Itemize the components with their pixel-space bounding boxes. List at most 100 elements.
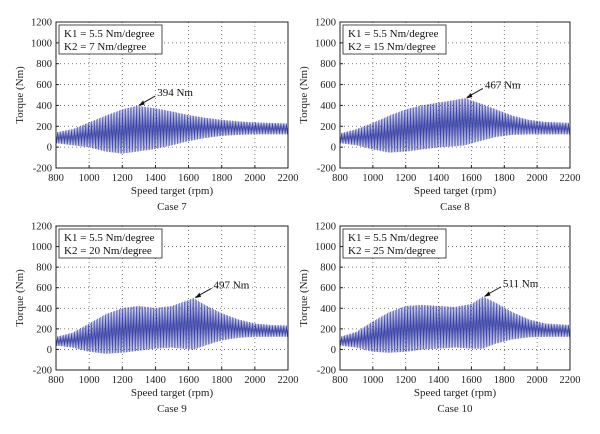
x-tick-label: 1600 (178, 375, 199, 386)
legend-text: K2 = 20 Nm/degree (64, 245, 152, 257)
x-tick-label: 1000 (79, 375, 100, 386)
series-line (55, 105, 289, 154)
y-tick-label: 600 (36, 80, 52, 91)
peak-arrowhead (483, 291, 491, 297)
y-tick-label: 1000 (315, 242, 336, 253)
x-tick-label: 1200 (395, 375, 416, 386)
x-tick-label: 1200 (112, 375, 133, 386)
y-tick-label: 0 (331, 345, 336, 356)
x-tick-label: 2200 (278, 173, 299, 184)
x-axis-label: Speed target (rpm) (414, 387, 497, 399)
plot-frame (55, 21, 289, 169)
y-tick-label: 1200 (315, 18, 336, 29)
panel-1: 800 1000 1200 1400 1600 1800 2000 2200 -200 0 200 4… (14, 18, 299, 214)
x-tick-label: 1000 (362, 375, 383, 386)
x-tick-label: 2000 (527, 375, 548, 386)
y-tick-label: 1200 (31, 222, 52, 233)
x-tick-label: 800 (48, 375, 64, 386)
plot-frame (339, 21, 571, 169)
y-tick-label: 200 (320, 122, 336, 133)
y-tick-label: 400 (36, 101, 52, 112)
y-tick-label: 0 (47, 143, 52, 154)
y-tick-label: -200 (33, 164, 52, 175)
x-tick-label: 2200 (560, 375, 581, 386)
y-tick-label: 0 (47, 345, 52, 356)
panel-2: 800 1000 1200 1400 1600 1800 2000 2200 -200 0 200 4… (298, 18, 581, 214)
case-label: Case 7 (157, 201, 187, 213)
y-tick-label: 800 (36, 59, 52, 70)
legend-text: K2 = 7 Nm/degree (64, 41, 146, 53)
y-tick-label: 400 (320, 101, 336, 112)
x-tick-label: 2000 (527, 173, 548, 184)
x-tick-label: 1000 (79, 173, 100, 184)
y-tick-label: -200 (317, 366, 336, 377)
y-tick-label: 1000 (315, 38, 336, 49)
case-label: Case 10 (437, 403, 473, 415)
y-tick-label: 200 (320, 324, 336, 335)
peak-label: 467 Nm (485, 79, 521, 91)
case-label: Case 8 (440, 201, 470, 213)
x-tick-label: 2200 (560, 173, 581, 184)
x-axis-label: Speed target (rpm) (414, 185, 497, 197)
legend-box (58, 228, 163, 259)
y-tick-label: -200 (317, 164, 336, 175)
legend-text: K1 = 5.5 Nm/degree (64, 232, 155, 244)
legend-box (342, 24, 447, 55)
x-tick-label: 1400 (428, 173, 449, 184)
y-tick-label: 800 (36, 263, 52, 274)
peak-arrowhead (138, 100, 145, 107)
y-tick-label: 600 (320, 283, 336, 294)
x-tick-label: 1200 (395, 173, 416, 184)
x-tick-label: 2200 (278, 375, 299, 386)
legend-text: K2 = 15 Nm/degree (348, 41, 436, 53)
x-tick-label: 800 (332, 375, 348, 386)
x-tick-label: 1600 (461, 375, 482, 386)
legend-box (58, 24, 163, 55)
x-tick-label: 1400 (145, 375, 166, 386)
x-tick-label: 1400 (428, 375, 449, 386)
x-tick-label: 1400 (145, 173, 166, 184)
x-tick-label: 1800 (211, 173, 232, 184)
y-tick-label: 1200 (315, 222, 336, 233)
peak-label: 394 Nm (157, 87, 193, 99)
legend-text: K1 = 5.5 Nm/degree (64, 28, 155, 40)
y-axis-label: Torque (Nm) (14, 66, 26, 124)
x-tick-label: 800 (332, 173, 348, 184)
panel-3: 800 1000 1200 1400 1600 1800 2000 2200 -200 0 200 4… (14, 222, 299, 416)
case-label: Case 9 (157, 403, 187, 415)
series-line (339, 98, 571, 153)
panel-4: 800 1000 1200 1400 1600 1800 2000 2200 -200 0 200 4… (298, 222, 581, 416)
x-tick-label: 2000 (244, 173, 265, 184)
series-line (55, 298, 289, 354)
y-axis-label: Torque (Nm) (298, 269, 310, 327)
y-tick-label: 1200 (31, 18, 52, 29)
y-tick-label: 400 (320, 304, 336, 315)
peak-arrowhead (465, 92, 473, 99)
x-tick-label: 1800 (211, 375, 232, 386)
legend-box (342, 228, 447, 259)
y-tick-label: 0 (331, 143, 336, 154)
x-tick-label: 1800 (494, 375, 515, 386)
peak-arrowhead (194, 292, 202, 299)
plot-frame (339, 225, 571, 371)
x-tick-label: 1200 (112, 173, 133, 184)
x-tick-label: 800 (48, 173, 64, 184)
legend-text: K2 = 25 Nm/degree (348, 245, 436, 257)
peak-label: 497 Nm (214, 279, 250, 291)
legend-text: K1 = 5.5 Nm/degree (348, 28, 439, 40)
x-axis-label: Speed target (rpm) (131, 185, 214, 197)
y-tick-label: 800 (320, 59, 336, 70)
series-line (339, 296, 571, 353)
y-axis-label: Torque (Nm) (14, 269, 26, 327)
y-tick-label: 800 (320, 263, 336, 274)
y-axis-label: Torque (Nm) (298, 66, 310, 124)
x-tick-label: 1000 (362, 173, 383, 184)
y-tick-label: 600 (36, 283, 52, 294)
x-tick-label: 2000 (244, 375, 265, 386)
x-axis-label: Speed target (rpm) (131, 387, 214, 399)
y-tick-label: 400 (36, 304, 52, 315)
x-tick-label: 1600 (178, 173, 199, 184)
y-tick-label: 200 (36, 122, 52, 133)
